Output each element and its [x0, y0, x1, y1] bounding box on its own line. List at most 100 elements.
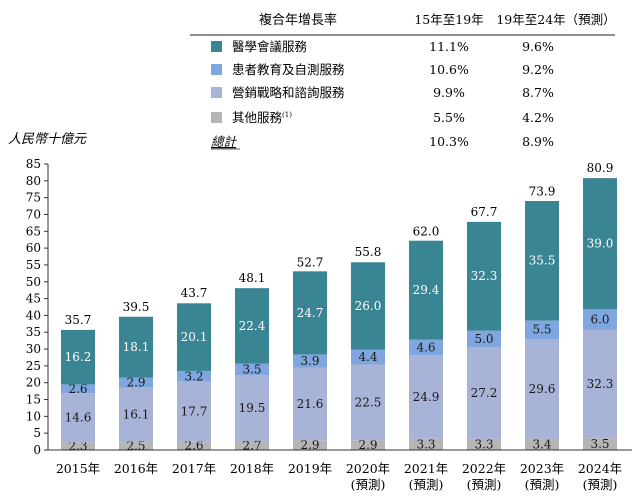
bar-segment — [409, 339, 443, 356]
bar-stack: 3.3 24.9 4.6 29.4 62.0 — [409, 224, 443, 451]
bar-segment — [409, 240, 443, 340]
x-tick-label-line: 2017年 — [172, 461, 216, 476]
segment-value-label: 29.4 — [413, 283, 440, 297]
legend-swatch — [211, 87, 222, 98]
segment-value-label: 5.5 — [532, 323, 551, 337]
bar-segment — [293, 354, 327, 368]
y-tick-label: 30 — [26, 342, 41, 356]
segment-value-label: 17.7 — [181, 404, 208, 418]
legend-swatch — [211, 112, 222, 123]
legend-series-name: 其他服務(1) — [232, 110, 292, 125]
segment-value-label: 35.5 — [529, 254, 556, 268]
segment-value-label: 29.6 — [529, 382, 556, 396]
bar-segment — [583, 309, 617, 330]
x-tick-label-line: 2022年 — [462, 461, 506, 476]
x-tick-label-line: (預測) — [467, 477, 502, 492]
segment-value-label: 2.6 — [68, 382, 87, 396]
bar-stack: 2.9 21.6 3.9 24.7 52.7 — [293, 256, 327, 452]
bar-segment — [293, 271, 327, 355]
segment-value-label: 16.1 — [123, 408, 150, 422]
bar-stack: 2.7 19.5 3.5 22.4 48.1 — [235, 271, 269, 452]
legend-row: 患者教育及自測服務 10.6% 9.2% — [211, 62, 554, 77]
segment-value-label: 2.7 — [242, 438, 261, 452]
y-tick-label: 60 — [26, 241, 41, 255]
bar-stack: 2.6 17.7 3.2 20.1 43.7 — [177, 286, 211, 453]
y-tick-label: 25 — [26, 359, 41, 373]
bar-segment — [351, 262, 385, 350]
segment-value-label: 2.9 — [358, 438, 377, 452]
legend-header-label: 複合年增長率 — [259, 12, 337, 28]
legend-series-name: 營銷戰略和諮詢服務 — [232, 85, 345, 100]
bar-total-label: 48.1 — [239, 271, 266, 285]
legend-row: 營銷戰略和諮詢服務 9.9% 8.7% — [211, 85, 554, 100]
bar-stack: 2.9 22.5 4.4 26.0 55.8 — [351, 245, 385, 452]
bar-segment — [583, 178, 617, 310]
bar-segment — [293, 367, 327, 441]
x-tick-label-line: 2018年 — [230, 461, 274, 476]
y-tick-label: 85 — [26, 157, 41, 171]
bar-segment — [351, 364, 385, 441]
legend-row: 其他服務(1) 5.5% 4.2% — [211, 110, 554, 125]
y-tick-label: 20 — [26, 376, 41, 390]
y-tick-label: 35 — [26, 325, 41, 339]
y-tick-label: 65 — [26, 224, 41, 238]
legend-swatch — [211, 41, 222, 52]
bar-segment — [119, 387, 153, 442]
bar-segment — [583, 438, 617, 450]
bar-segment — [235, 288, 269, 364]
y-tick-label: 50 — [26, 275, 41, 289]
segment-value-label: 2.5 — [126, 439, 145, 453]
legend-series-name: 患者教育及自測服務 — [232, 62, 345, 77]
bar-segment — [409, 355, 443, 439]
bar-stack: 2.5 16.1 2.9 18.1 39.5 — [119, 300, 153, 453]
x-tick-label-line: (預測) — [409, 477, 444, 492]
bar-segment — [467, 347, 501, 439]
bar-segment — [235, 440, 269, 450]
bar-stack: 3.4 29.6 5.5 35.5 73.9 — [525, 184, 559, 451]
y-tick-label: 75 — [26, 191, 41, 205]
bar-total-label: 67.7 — [471, 205, 498, 219]
segment-value-label: 20.1 — [181, 330, 208, 344]
bar-segment — [525, 201, 559, 321]
legend-total-row: 總計 10.3% 8.9% — [211, 134, 554, 150]
segment-value-label: 22.4 — [239, 319, 266, 333]
x-tick-label: 2017年 — [172, 461, 216, 476]
bar-segment — [293, 440, 327, 450]
segment-value-label: 3.5 — [242, 362, 261, 376]
bar-segment — [177, 303, 211, 371]
legend-rows: 醫學會議服務 11.1% 9.6% 患者教育及自測服務 10.6% 9.2% 營銷戰略和諮詢… — [211, 39, 554, 150]
bar-segment — [409, 438, 443, 450]
legend-header: 複合年增長率 15年至19年 19年至24年（預測） — [190, 12, 616, 36]
bar-segment — [119, 316, 153, 378]
y-tick-label: 10 — [26, 409, 41, 423]
segment-value-label: 27.2 — [471, 386, 498, 400]
y-tick-label: 80 — [26, 174, 41, 188]
segment-value-label: 22.5 — [355, 395, 382, 409]
y-tick-label: 70 — [26, 207, 41, 221]
bar-segment — [583, 329, 617, 439]
x-tick-label-line: 2019年 — [288, 461, 332, 476]
segment-value-label: 3.3 — [474, 437, 493, 451]
segment-value-label: 32.3 — [471, 269, 498, 283]
segment-value-label: 24.7 — [297, 306, 324, 320]
segment-value-label: 4.4 — [358, 350, 377, 364]
bar-total-label: 43.7 — [181, 286, 208, 300]
segment-value-label: 3.5 — [590, 437, 609, 451]
x-tick-label: 2021年(預測) — [404, 461, 448, 492]
x-tick-label: 2015年 — [56, 461, 100, 476]
legend-total-cagr-2015-2019: 10.3% — [429, 134, 469, 149]
segment-value-label: 32.3 — [587, 377, 614, 391]
x-axis: 2015年 2016年 2017年 2018年 2019年 2020年(預測) 2021年(… — [48, 449, 632, 492]
bar-stack: 3.3 27.2 5.0 32.3 67.7 — [467, 205, 501, 451]
x-tick-label: 2016年 — [114, 461, 158, 476]
bar-segment — [351, 349, 385, 365]
y-tick-label: 40 — [26, 308, 41, 322]
segment-value-label: 2.6 — [184, 439, 203, 453]
bar-segment — [235, 363, 269, 376]
y-tick-label: 55 — [26, 258, 41, 272]
x-tick-label: 2020年(預測) — [346, 461, 390, 492]
segment-value-label: 24.9 — [413, 390, 440, 404]
x-tick-label-line: (預測) — [525, 477, 560, 492]
segment-value-label: 3.2 — [184, 369, 203, 383]
legend-cagr-2019-2024: 9.6% — [522, 39, 554, 54]
